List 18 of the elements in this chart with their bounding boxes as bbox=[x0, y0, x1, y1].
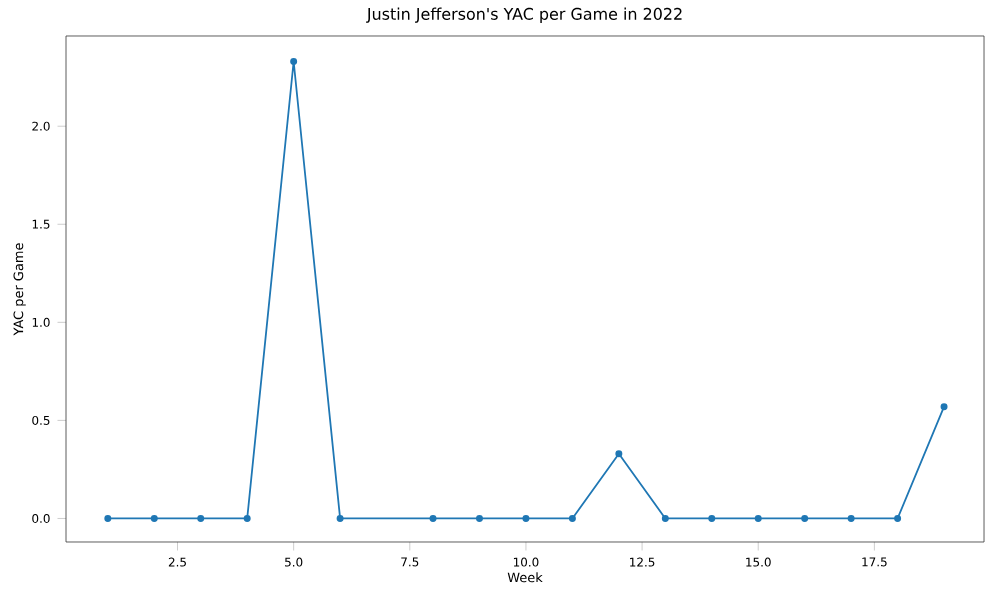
point bbox=[708, 514, 716, 522]
point bbox=[243, 514, 251, 522]
point bbox=[754, 514, 762, 522]
point bbox=[940, 403, 948, 411]
point bbox=[429, 514, 437, 522]
point bbox=[568, 514, 576, 522]
point bbox=[615, 450, 623, 458]
point bbox=[522, 514, 530, 522]
point bbox=[661, 514, 669, 522]
point bbox=[290, 58, 298, 65]
point bbox=[847, 514, 855, 522]
point bbox=[104, 514, 112, 522]
point bbox=[197, 514, 205, 522]
point bbox=[801, 514, 809, 522]
point bbox=[336, 514, 344, 522]
point bbox=[475, 514, 483, 522]
point bbox=[150, 514, 158, 522]
point bbox=[894, 514, 902, 522]
